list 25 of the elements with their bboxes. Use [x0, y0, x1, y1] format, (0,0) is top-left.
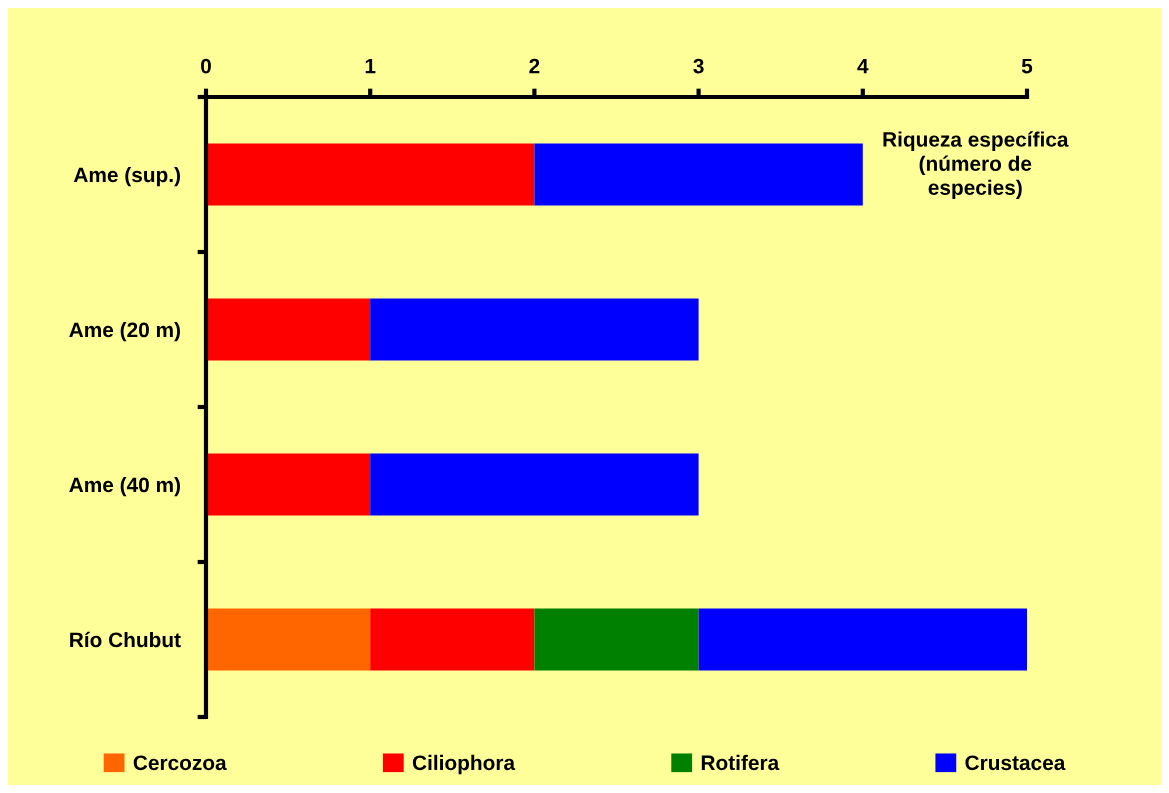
y-tick-label: Ame (sup.)	[73, 166, 180, 187]
x-tick-label: 4	[857, 58, 869, 74]
bar	[206, 608, 371, 671]
x-tick-label: 5	[1021, 58, 1033, 74]
x-tick-label: 1	[365, 58, 376, 74]
x-axis-title: Riqueza específica (número de especies)	[883, 131, 1069, 200]
y-tick-label: Río Chubut	[70, 631, 181, 648]
bar	[534, 608, 699, 671]
legend-label: Rotifera	[701, 754, 780, 771]
bar	[370, 298, 699, 361]
bar	[206, 453, 371, 516]
bar	[534, 143, 863, 206]
y-tick-label: Ame (40 m)	[69, 476, 180, 497]
x-tick-label: 2	[529, 58, 540, 74]
x-tick-label: 3	[693, 58, 704, 74]
bar	[370, 453, 699, 516]
bar	[206, 143, 535, 206]
x-tick-label: 0	[201, 58, 211, 74]
y-tick-label: Ame (20 m)	[69, 321, 180, 342]
bar	[370, 608, 535, 671]
legend-label: Cercozoa	[133, 755, 227, 771]
legend-label: Crustacea	[965, 755, 1066, 771]
legend-label: Ciliophora	[412, 754, 516, 775]
bar	[698, 608, 1027, 671]
bar	[206, 298, 371, 361]
